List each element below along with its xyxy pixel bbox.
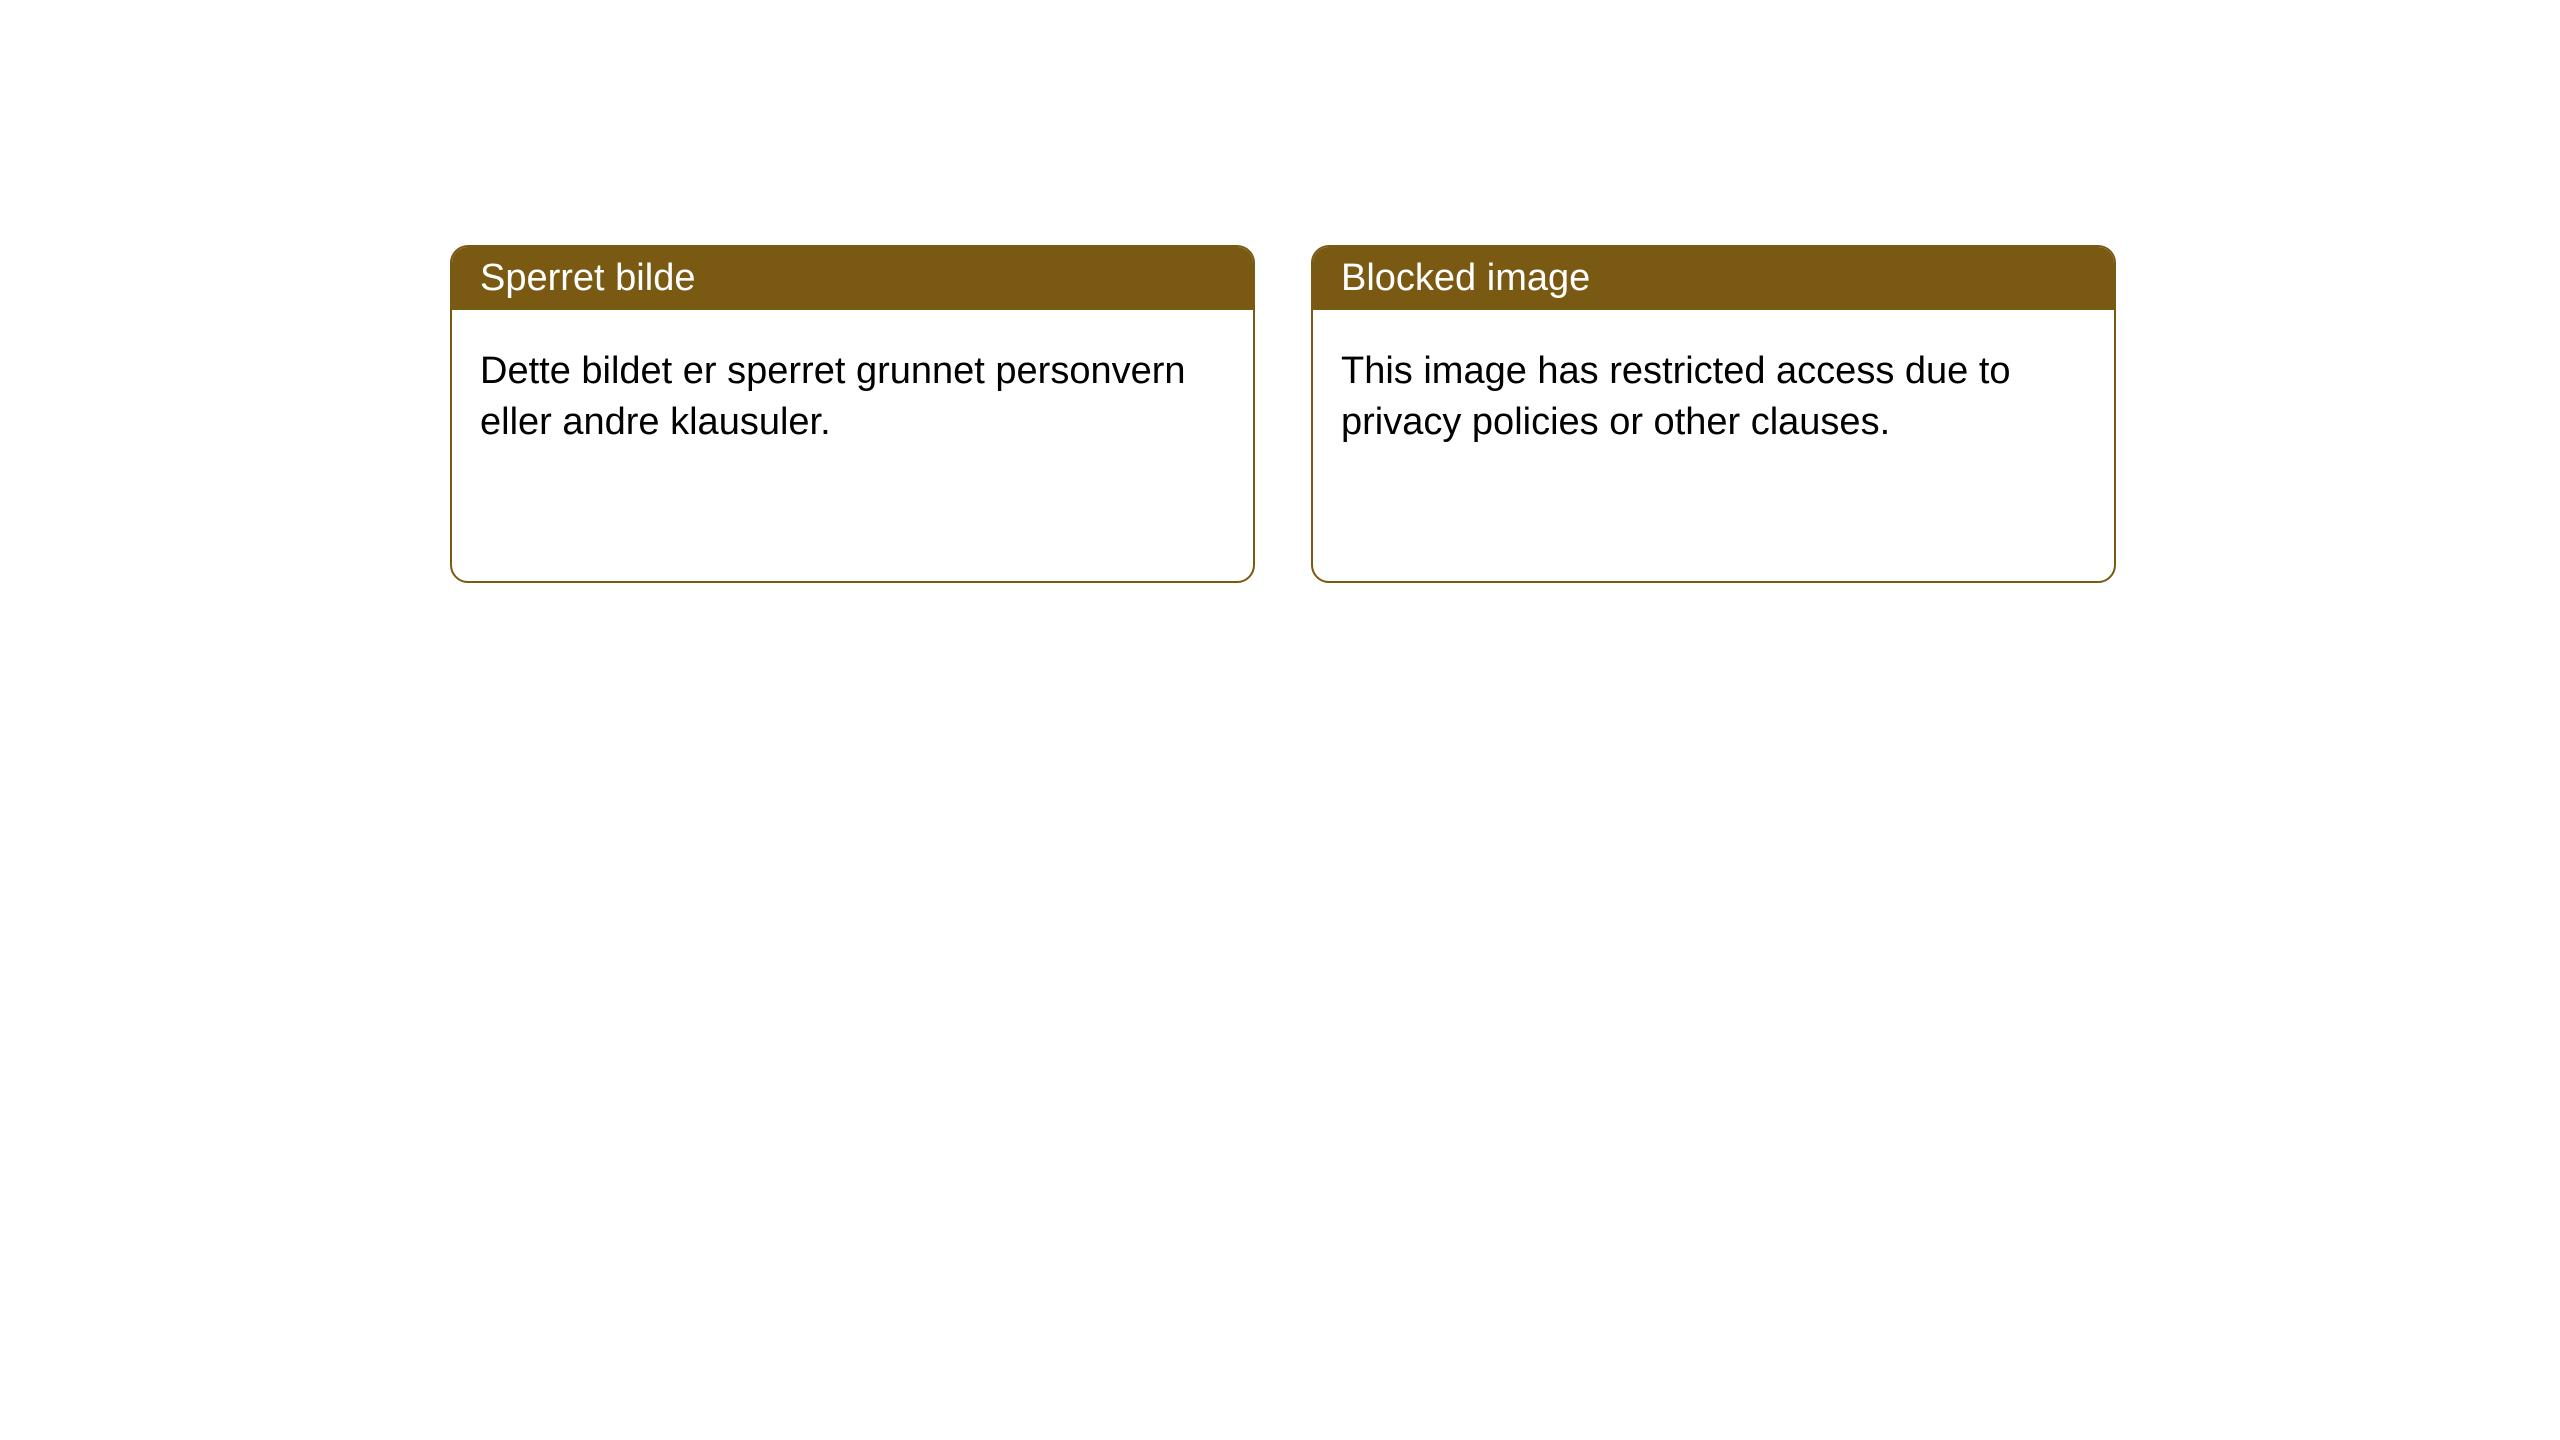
notice-card-norwegian: Sperret bilde Dette bildet er sperret gr… xyxy=(450,245,1255,583)
card-header: Sperret bilde xyxy=(452,247,1253,310)
card-title: Sperret bilde xyxy=(480,257,695,299)
card-title: Blocked image xyxy=(1341,257,1590,299)
card-body: This image has restricted access due to … xyxy=(1313,310,2114,485)
notice-card-english: Blocked image This image has restricted … xyxy=(1311,245,2116,583)
card-body: Dette bildet er sperret grunnet personve… xyxy=(452,310,1253,485)
notice-cards-container: Sperret bilde Dette bildet er sperret gr… xyxy=(0,0,2560,583)
card-body-text: This image has restricted access due to … xyxy=(1341,350,2011,443)
card-body-text: Dette bildet er sperret grunnet personve… xyxy=(480,350,1186,443)
card-header: Blocked image xyxy=(1313,247,2114,310)
